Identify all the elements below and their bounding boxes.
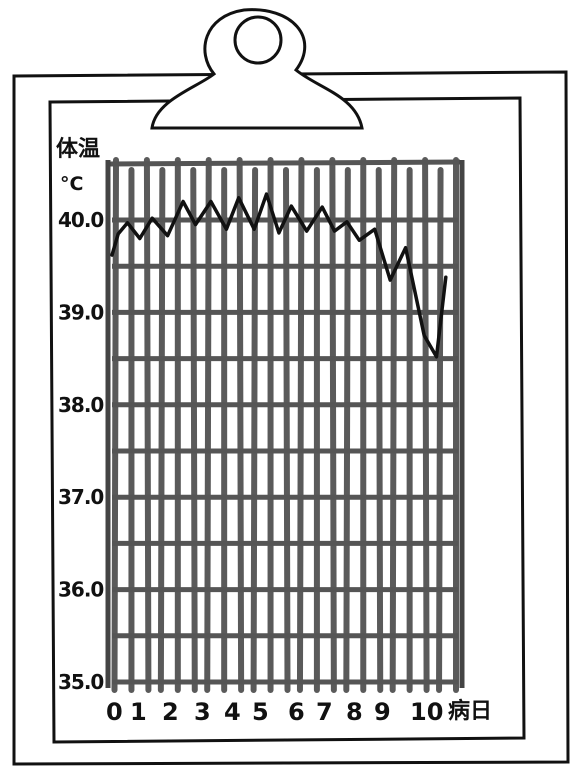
y-tick-label: 36.0 bbox=[58, 578, 103, 602]
grid-vline bbox=[204, 157, 212, 693]
grid-vline bbox=[250, 167, 259, 693]
x-axis-label: 病日 bbox=[448, 698, 492, 724]
x-tick-label: 0 bbox=[106, 698, 123, 726]
grid-vline bbox=[296, 157, 305, 693]
x-tick-label: 5 bbox=[252, 698, 269, 726]
y-tick-label: 37.0 bbox=[58, 485, 103, 509]
x-tick-label: 8 bbox=[346, 698, 363, 726]
x-tick-label: 3 bbox=[194, 698, 211, 726]
grid-vline bbox=[389, 157, 398, 693]
grid-vline bbox=[190, 167, 198, 693]
x-tick-labels: 0 1 2 3 4 5 6 7 8 9 10 bbox=[106, 698, 443, 726]
grid-vline bbox=[143, 157, 152, 693]
chart-series bbox=[110, 192, 448, 359]
y-tick-label: 35.0 bbox=[58, 670, 103, 694]
x-tick-label: 4 bbox=[224, 698, 241, 726]
x-tick-label: 10 bbox=[410, 698, 443, 726]
clipboard-board-outer bbox=[12, 70, 570, 766]
clip-hole bbox=[233, 15, 283, 65]
chart-grid bbox=[105, 157, 465, 693]
y-tick-labels: 40.0 39.0 38.0 37.0 36.0 35.0 bbox=[58, 208, 104, 694]
series-line bbox=[110, 192, 448, 359]
x-tick-label: 1 bbox=[130, 698, 147, 726]
y-tick-label: 40.0 bbox=[58, 208, 103, 232]
x-tick-label: 2 bbox=[162, 698, 179, 726]
grid-vline bbox=[375, 167, 384, 693]
grid-vline bbox=[343, 167, 351, 693]
x-tick-label: 6 bbox=[288, 698, 305, 726]
y-axis-unit: °C bbox=[60, 173, 83, 195]
grid-hline bbox=[107, 159, 461, 167]
grid-vline bbox=[329, 157, 337, 693]
clip-icon bbox=[150, 8, 364, 130]
x-tick-label: 9 bbox=[374, 698, 391, 726]
y-tick-label: 39.0 bbox=[58, 300, 103, 324]
grid-vline bbox=[422, 157, 430, 693]
x-tick-label: 7 bbox=[316, 698, 333, 726]
y-axis-label: 体温 bbox=[56, 137, 100, 162]
grid-vline bbox=[236, 157, 245, 693]
y-tick-label: 38.0 bbox=[58, 393, 103, 417]
grid-vline bbox=[283, 167, 291, 693]
grid-vline bbox=[157, 167, 166, 693]
grid-vline bbox=[436, 167, 444, 693]
